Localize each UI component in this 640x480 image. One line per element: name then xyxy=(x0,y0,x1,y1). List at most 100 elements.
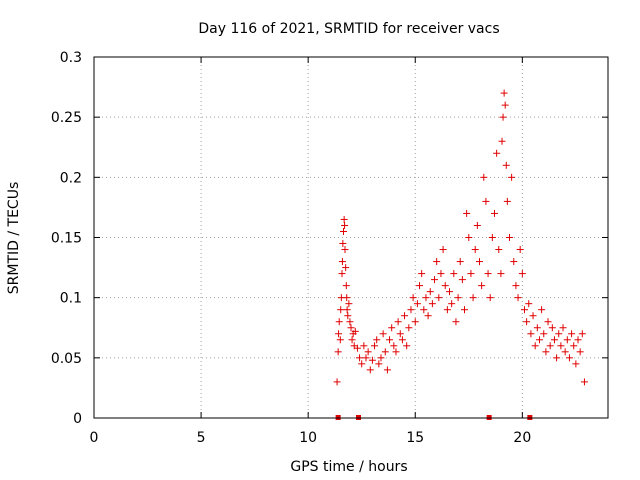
data-point xyxy=(398,336,406,344)
data-point xyxy=(341,221,349,229)
data-point xyxy=(452,318,460,326)
data-point xyxy=(527,330,535,338)
data-point xyxy=(411,318,419,326)
data-point xyxy=(347,324,355,332)
data-point xyxy=(505,234,513,241)
data-point xyxy=(572,360,580,368)
data-point xyxy=(540,330,548,338)
data-point xyxy=(383,366,391,374)
x-tick-label: 0 xyxy=(90,430,99,446)
data-point xyxy=(561,348,569,356)
data-point xyxy=(482,197,490,205)
data-point xyxy=(518,270,526,278)
data-point xyxy=(392,348,400,356)
data-point xyxy=(334,348,342,356)
data-point xyxy=(488,234,496,241)
data-point xyxy=(523,318,531,326)
data-point xyxy=(342,282,350,290)
data-point xyxy=(565,354,573,362)
data-point xyxy=(413,300,421,308)
data-point xyxy=(514,294,522,302)
data-point xyxy=(366,366,374,374)
x-tick-label: 5 xyxy=(197,430,206,446)
data-point xyxy=(499,113,507,121)
y-tick-label: 0.25 xyxy=(51,110,82,126)
data-point xyxy=(580,378,588,386)
data-point xyxy=(424,312,432,320)
data-point xyxy=(516,246,524,254)
data-point xyxy=(544,318,552,326)
data-point xyxy=(557,342,565,350)
data-point xyxy=(473,221,481,229)
data-point xyxy=(405,324,413,332)
data-point xyxy=(358,360,366,368)
data-point xyxy=(501,101,509,109)
data-point xyxy=(409,294,417,302)
data-point xyxy=(337,306,345,314)
data-point xyxy=(546,342,554,350)
data-point xyxy=(555,330,563,338)
data-point xyxy=(371,342,379,350)
data-point xyxy=(403,342,411,350)
data-point xyxy=(437,270,445,278)
data-point xyxy=(340,227,348,235)
data-point xyxy=(497,270,505,278)
x-tick-label: 10 xyxy=(299,430,317,446)
x-axis-ticks: 0 5 10 15 20 xyxy=(90,57,531,446)
data-point xyxy=(396,330,404,338)
data-point xyxy=(407,306,415,314)
data-point xyxy=(502,161,510,169)
data-point xyxy=(341,246,349,254)
data-point xyxy=(463,209,471,217)
data-point xyxy=(353,344,361,352)
data-point xyxy=(553,354,561,362)
data-point xyxy=(339,240,347,248)
y-tick-label: 0.05 xyxy=(51,351,82,367)
data-point xyxy=(508,173,516,181)
data-point xyxy=(360,342,368,350)
data-point xyxy=(439,246,447,254)
y-tick-label: 0.15 xyxy=(51,231,82,247)
data-point xyxy=(418,270,426,278)
data-point xyxy=(490,209,498,217)
data-point xyxy=(426,288,434,296)
data-point xyxy=(578,330,586,338)
data-point xyxy=(510,258,518,266)
y-axis-label: SRMTID / TECUs xyxy=(6,182,22,295)
data-point xyxy=(458,276,466,284)
grid-lines xyxy=(94,57,608,418)
data-point xyxy=(484,270,492,278)
data-point xyxy=(335,330,343,338)
data-point xyxy=(495,246,503,254)
data-point xyxy=(563,336,571,344)
data-point xyxy=(503,197,511,205)
data-point xyxy=(362,354,370,362)
data-point xyxy=(535,336,543,344)
data-point xyxy=(335,318,343,326)
y-axis-ticks: 0 0.05 0.1 0.15 0.2 0.25 0.3 xyxy=(51,50,608,427)
chart-title: Day 116 of 2021, SRMTID for receiver vac… xyxy=(198,21,499,37)
data-point xyxy=(538,306,546,314)
data-point xyxy=(456,258,464,266)
data-point xyxy=(401,312,409,320)
data-points xyxy=(333,89,588,386)
data-point xyxy=(336,336,344,344)
data-point xyxy=(379,330,387,338)
data-point xyxy=(500,89,508,97)
data-point xyxy=(478,282,486,290)
data-point xyxy=(467,270,475,278)
y-tick-label: 0 xyxy=(73,411,82,427)
data-point xyxy=(345,300,353,308)
data-point xyxy=(381,348,389,356)
data-point xyxy=(422,294,430,302)
data-point xyxy=(342,264,350,272)
data-point xyxy=(375,360,383,368)
data-point xyxy=(559,324,567,332)
data-point xyxy=(428,300,436,308)
data-point xyxy=(448,300,456,308)
data-point xyxy=(568,330,576,338)
data-point xyxy=(368,356,376,364)
data-point xyxy=(529,312,537,320)
data-point xyxy=(433,258,441,266)
